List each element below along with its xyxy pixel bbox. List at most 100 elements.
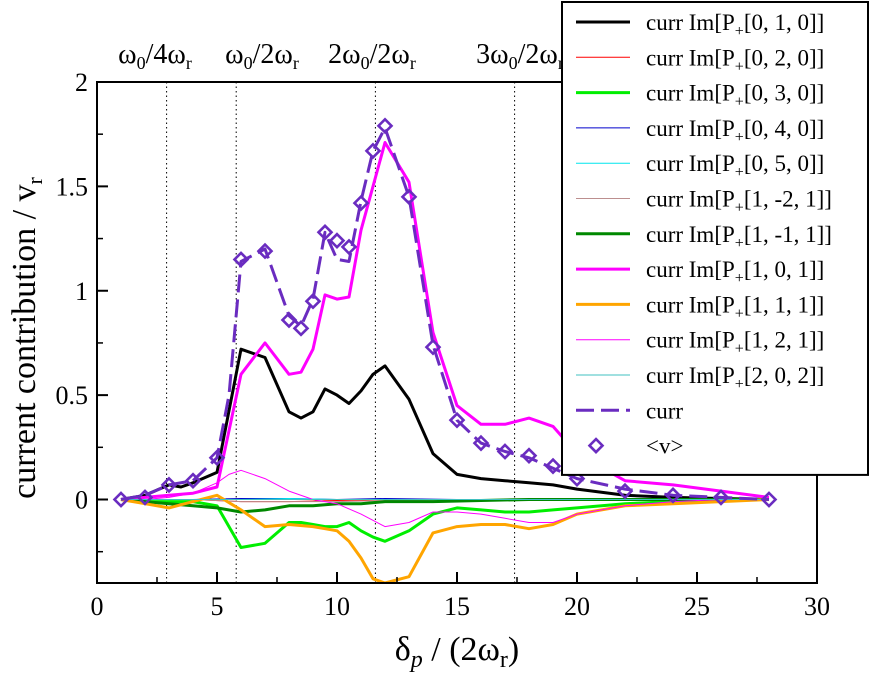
text-span: 0	[244, 53, 253, 73]
text-span: +	[735, 341, 744, 358]
legend-swatch-12	[587, 437, 605, 454]
series-12-point-13	[352, 194, 370, 212]
text-span: curr Im[P	[646, 363, 735, 388]
ytick-label-4: 2	[75, 68, 88, 97]
text-span: [1, -2, 1]]	[744, 187, 832, 212]
plot-series	[112, 117, 778, 583]
legend-label-3: curr Im[P+[0, 4, 0]]	[646, 116, 824, 146]
legend-label-11: curr	[646, 398, 683, 423]
text-span: r	[22, 176, 47, 184]
text-span: [1, -1, 1]]	[744, 222, 832, 247]
text-span: [0, 2, 0]]	[744, 45, 824, 70]
text-span: +	[735, 129, 744, 146]
text-span: curr	[646, 398, 683, 423]
text-span: δ	[395, 631, 411, 668]
text-span: [0, 4, 0]]	[744, 116, 824, 141]
text-span: [2, 0, 2]]	[744, 363, 824, 388]
series-12-point-25	[664, 486, 682, 504]
text-span: [0, 3, 0]]	[744, 81, 824, 106]
text-span: current contribution / v	[6, 184, 43, 498]
text-span: +	[735, 376, 744, 393]
vline-label-1: ω0/2ωr	[225, 39, 299, 73]
ytick-label-3: 1.5	[56, 172, 89, 201]
text-span: )	[508, 631, 519, 668]
text-span: r	[500, 647, 508, 673]
text-span: [1, 0, 1]]	[744, 257, 824, 282]
text-span: /2ω	[518, 39, 558, 70]
text-span: 0	[361, 53, 370, 73]
text-span: curr Im[P	[646, 10, 735, 35]
text-span: curr Im[P	[646, 222, 735, 247]
xtick-label-1: 5	[211, 592, 224, 621]
text-span: 2ω	[328, 39, 360, 70]
legend-label-12: <v>	[646, 434, 683, 459]
legend-label-9: curr Im[P+[1, 2, 1]]	[646, 328, 824, 358]
series-12-point-11	[328, 232, 346, 249]
text-span: [0, 5, 0]]	[744, 151, 824, 176]
text-span: ω	[225, 39, 243, 70]
series-9-line	[121, 469, 769, 528]
series-12-point-3	[184, 472, 202, 490]
series-12-point-0	[112, 491, 130, 508]
axis-ticks: 0 5 10 15 20 25 30 0 0.5 1 1.5 2	[56, 68, 831, 621]
series-12-point-6	[256, 242, 274, 260]
text-span: curr Im[P	[646, 292, 735, 317]
series-12-point-18	[448, 411, 466, 429]
series-12-point-21	[520, 447, 538, 465]
text-span: +	[735, 164, 744, 181]
series-12-point-4	[208, 449, 226, 467]
text-span: +	[735, 305, 744, 322]
series-12-point-14	[364, 142, 382, 160]
vline-label-2: 2ω0/2ωr	[328, 39, 416, 73]
text-span: +	[735, 270, 744, 287]
legend-label-6: curr Im[P+[1, -1, 1]]	[646, 222, 832, 252]
series-8-line	[120, 493, 770, 583]
legend-box	[561, 1, 869, 476]
text-span: curr Im[P	[646, 116, 735, 141]
xtick-label-3: 15	[444, 592, 470, 621]
text-span: [1, 2, 1]]	[744, 328, 824, 353]
series-12-point-9	[304, 292, 322, 310]
text-span: +	[735, 200, 744, 217]
legend: curr Im[P+[0, 1, 0]]curr Im[P+[0, 2, 0]]…	[561, 1, 869, 476]
series-12-point-16	[400, 188, 418, 206]
series-12-point-22	[544, 457, 562, 475]
legend-label-2: curr Im[P+[0, 3, 0]]	[646, 81, 824, 111]
series-12-point-7	[280, 311, 298, 329]
text-span: curr Im[P	[646, 81, 735, 106]
text-span: 3ω	[476, 39, 508, 70]
legend-label-8: curr Im[P+[1, 1, 1]]	[646, 292, 824, 322]
text-span: [1, 1, 1]]	[744, 292, 824, 317]
text-span: /2ω	[253, 39, 293, 70]
legend-label-5: curr Im[P+[1, -2, 1]]	[646, 187, 832, 217]
series-12-point-10	[316, 223, 334, 241]
series-12-point-20	[496, 443, 514, 460]
text-span: r	[410, 53, 416, 73]
text-span: r	[558, 53, 564, 73]
text-span: curr Im[P	[646, 151, 735, 176]
series-12-point-23	[568, 470, 586, 487]
legend-label-1: curr Im[P+[0, 2, 0]]	[646, 45, 824, 75]
text-span: 0	[509, 53, 518, 73]
xtick-label-6: 30	[804, 592, 830, 621]
text-span: curr Im[P	[646, 328, 735, 353]
xtick-label-0: 0	[91, 592, 104, 621]
text-span: [0, 1, 0]]	[744, 10, 824, 35]
x-axis-label: δp / (2ωr)	[395, 631, 520, 673]
series-12-point-15	[376, 117, 394, 135]
text-span: ω	[118, 39, 136, 70]
ytick-label-0: 0	[75, 486, 88, 515]
xtick-label-5: 25	[684, 592, 710, 621]
legend-label-10: curr Im[P+[2, 0, 2]]	[646, 363, 824, 393]
vline-label-0: ω0/4ωr	[118, 39, 192, 73]
text-span: curr Im[P	[646, 257, 735, 282]
xtick-label-4: 20	[564, 592, 590, 621]
series-12-point-1	[136, 489, 154, 506]
series-12-point-17	[424, 338, 442, 356]
legend-label-7: curr Im[P+[1, 0, 1]]	[646, 257, 824, 287]
series-11-line	[120, 126, 770, 501]
text-span: curr Im[P	[646, 45, 735, 70]
series-2-line	[120, 498, 769, 549]
series-12-point-26	[712, 489, 730, 506]
